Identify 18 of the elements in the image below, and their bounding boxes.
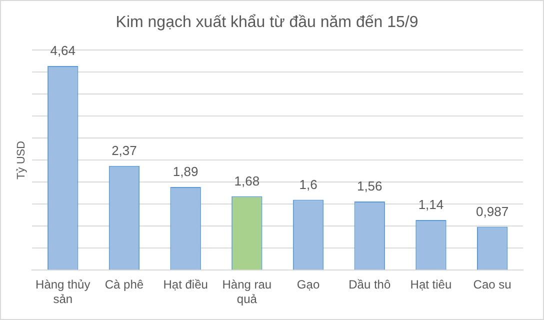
x-tick-label: Gạo [296,278,320,292]
x-tick-label: Cao su [473,278,512,292]
data-label: 2,37 [112,143,137,158]
x-tick-label: Cà phê [104,278,144,292]
data-label: 1,89 [172,164,198,180]
y-axis-title: Tỷ USD [16,140,28,180]
chart-title: Kim ngạch xuất khẩu từ đầu năm đến 15/9 [116,14,418,32]
data-label: 0,987 [476,204,509,219]
x-tick-label: Hạt tiêu [410,278,452,292]
data-label: 1,68 [234,173,260,188]
x-tick-label: Hạt điều [163,278,208,292]
x-tick-label: Hàng rau quả [222,278,272,306]
data-label: 4,64 [50,43,76,58]
x-tick-label: Hàng thủy sản [36,278,90,306]
x-tick-label: Dầu thô [348,278,391,292]
data-label: 1,6 [299,176,318,192]
data-label: 1,14 [418,197,444,212]
data-label: 1,56 [356,178,382,194]
